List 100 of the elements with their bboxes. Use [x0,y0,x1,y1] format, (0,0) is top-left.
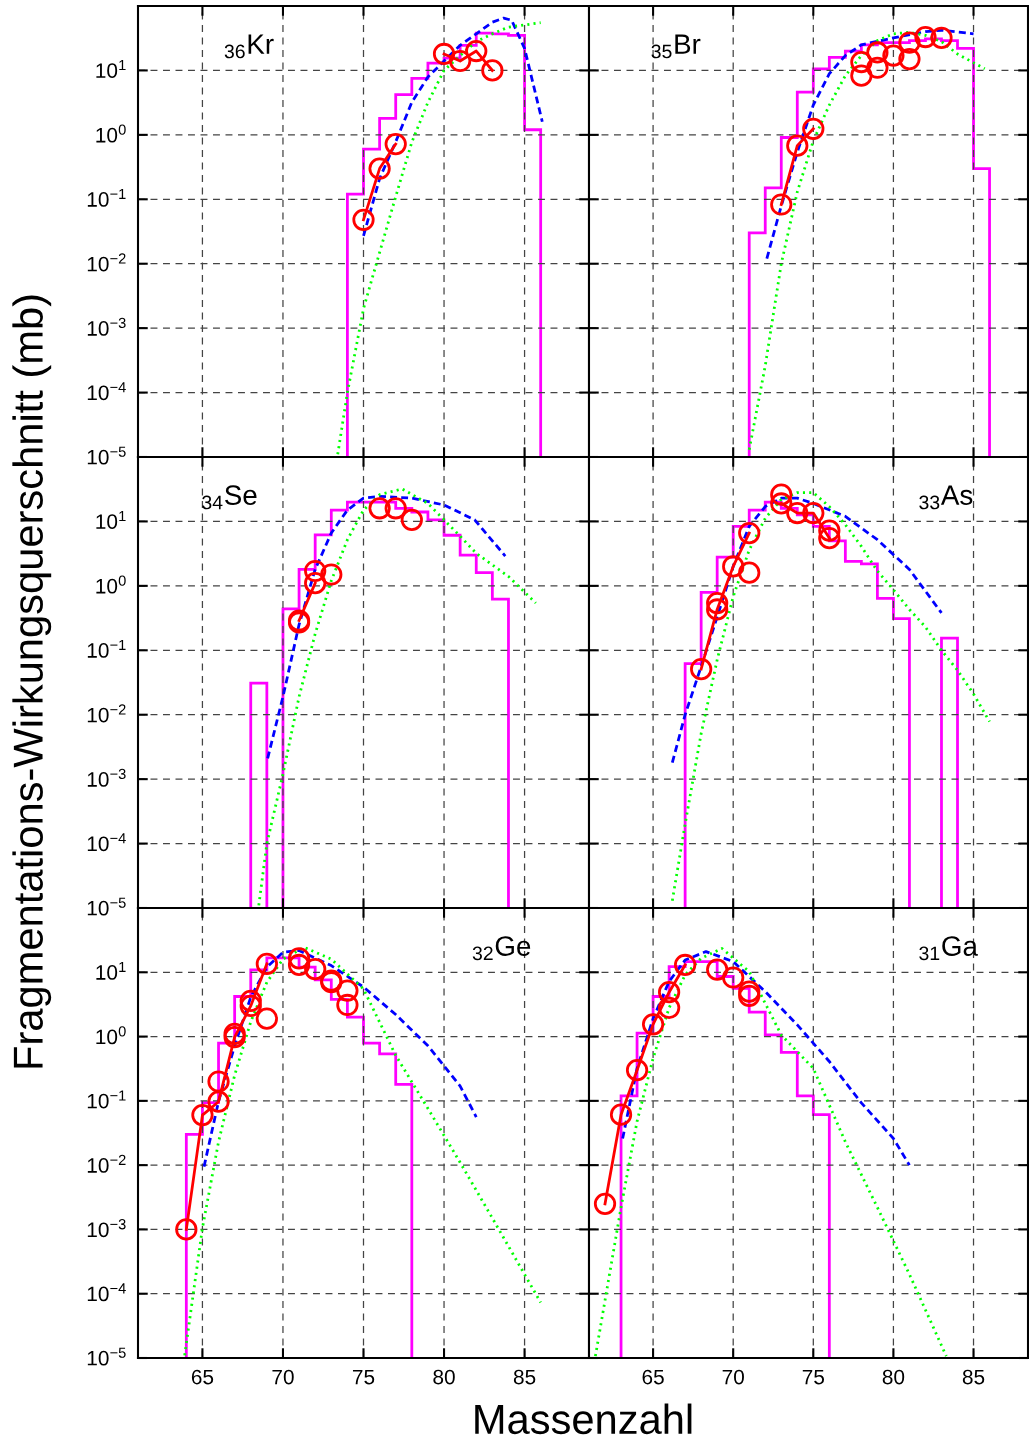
y-tick-label: 10$^{−3}$ [87,317,126,336]
y-tick-label: 10$^{−5}$ [87,446,126,465]
point [384,497,407,520]
x-tick-label: 80 [882,1369,905,1385]
point [802,501,825,525]
point [336,993,359,1017]
point [658,981,681,1004]
point [255,1007,278,1030]
point [239,989,262,1012]
y-tick-label: 10$^{−3}$ [87,1219,126,1238]
line-series [362,16,544,238]
point [690,658,713,681]
point [866,41,889,64]
point [207,1090,230,1113]
point [320,563,343,586]
point [287,953,311,977]
point [866,56,889,79]
point [400,508,423,531]
point [738,521,761,545]
y-tick-label: 10$^{−2}$ [87,253,126,272]
point [287,947,311,970]
y-tick-label: 10$^{−1}$ [87,639,126,658]
point [368,497,391,520]
x-tick-label: 70 [722,1369,744,1385]
point [625,1059,649,1082]
point [641,1013,665,1036]
point [674,953,697,977]
annotation: $_{36}$Kr [224,34,274,59]
y-tick-label: 10$^{−2}$ [87,704,126,723]
point [449,49,472,73]
point [898,47,921,71]
point [770,483,793,506]
y-tick-label: 10$^{0}$ [96,124,126,143]
point [706,591,729,615]
point [706,598,729,621]
point [770,492,793,515]
point [882,44,905,67]
point [352,208,375,231]
point [304,958,327,981]
annotation: $_{35}$Br [651,34,701,59]
point [722,555,745,578]
point [658,996,681,1019]
point [191,1104,214,1127]
line-series [266,494,507,760]
point [802,117,825,140]
x-tick-label: 70 [272,1369,294,1385]
x-tick-label: 65 [191,1369,214,1385]
y-tick-label: 10$^{1}$ [96,961,126,980]
y-tick-label: 10$^{−5}$ [87,897,126,916]
y-tick-label: 10$^{−2}$ [87,1154,126,1173]
annotation: $_{32}$Ge [472,936,531,961]
point [850,64,873,87]
point [336,979,359,1002]
annotation: $_{31}$Ga [919,936,978,961]
y-tick-label: 10$^{−4}$ [87,382,126,401]
y-tick-label: 10$^{−4}$ [87,1283,126,1302]
point [432,42,456,66]
point [722,966,745,989]
x-tick-label: 65 [642,1369,664,1385]
annotation: $_{33}$As [919,485,973,510]
line-series [257,487,538,907]
y-tick-label: 10$^{1}$ [96,511,126,529]
point [609,1103,633,1126]
x-axis-title: Massenzahl [475,1403,692,1435]
y-tick-label: 10$^{1}$ [96,60,126,78]
point [818,519,841,542]
y-tick-label: 10$^{−3}$ [87,768,126,787]
point [706,958,729,981]
annotation: $_{34}$Se [202,485,257,510]
point [738,561,761,584]
point [207,1070,230,1093]
point [850,50,873,74]
y-tick-label: 10$^{0}$ [96,575,126,594]
y-tick-label: 10$^{0}$ [96,1026,126,1045]
point [898,31,921,54]
x-tick-label: 80 [433,1369,455,1385]
point [914,25,937,49]
y-tick-label: 10$^{−1}$ [87,188,126,207]
y-axis-title: Fragmentations-Wirkungsquerschnitt (mb) [12,295,52,1068]
point [465,39,488,63]
point [255,952,278,976]
point [786,134,809,157]
point [304,559,327,583]
point [481,59,504,82]
point [384,132,407,156]
point [786,501,809,525]
y-tick-label: 10$^{−1}$ [87,1090,126,1109]
x-tick-label: 75 [352,1369,375,1385]
y-tick-label: 10$^{−5}$ [87,1347,126,1366]
point [175,1218,198,1241]
point [368,157,391,180]
point [304,572,327,595]
point [770,193,793,216]
x-tick-label: 75 [802,1369,825,1385]
point [239,994,262,1018]
y-tick-label: 10$^{−4}$ [87,833,126,852]
point [818,527,841,550]
point [593,1192,617,1215]
x-tick-label: 85 [962,1369,985,1385]
x-tick-label: 85 [513,1369,536,1385]
